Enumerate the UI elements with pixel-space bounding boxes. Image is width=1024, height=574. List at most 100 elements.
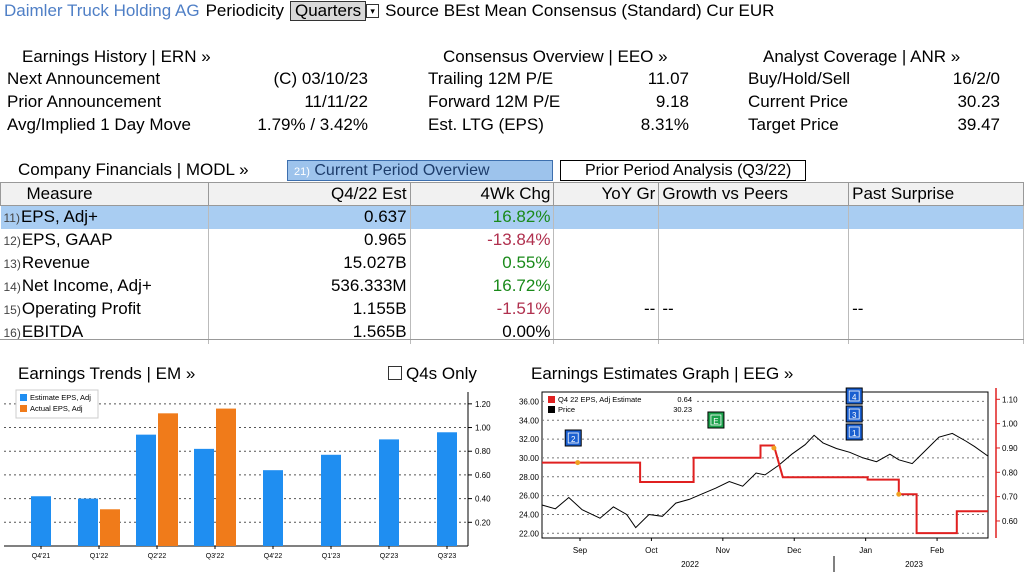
event-marker[interactable]: 3 <box>845 405 863 423</box>
event-marker[interactable]: 1 <box>845 423 863 441</box>
earnings-trends-chart: 0.20 0.40 0.60 0.80 1.00 1.20 Q4'21 Q1'22 Q2'22 Q… <box>4 389 491 560</box>
tab-prior-period[interactable]: Prior Period Analysis (Q3/22) <box>560 160 806 181</box>
column-header-yoy[interactable]: YoY Gr <box>553 182 660 206</box>
surprise-cell <box>848 251 1024 275</box>
measure-cell: EPS, GAAP <box>21 230 113 249</box>
chart-legend: Estimate EPS, Adj Actual EPS, Adj <box>15 389 99 419</box>
left-tick-label: 22.00 <box>519 529 540 538</box>
legend-swatch <box>548 396 555 403</box>
left-tick-label: 30.00 <box>519 454 540 463</box>
event-marker[interactable]: 4 <box>845 387 863 405</box>
financials-table: Measure Q4/22 Est 4Wk Chg YoY Gr Growth … <box>0 182 1024 344</box>
column-header-peers[interactable]: Growth vs Peers <box>658 182 850 206</box>
periodicity-label: Periodicity <box>205 1 284 20</box>
legend-value: 30.23 <box>673 405 692 414</box>
bar-estimate <box>31 496 51 546</box>
earnings-trends-title[interactable]: Earnings Trends | EM » <box>18 364 196 383</box>
column-header-est[interactable]: Q4/22 Est <box>207 182 411 206</box>
header-bar: Daimler Truck Holding AG Periodicity Qua… <box>4 0 774 22</box>
event-marker-label: 4 <box>852 393 857 402</box>
yoy-cell: -- <box>553 297 660 321</box>
legend-label: Actual EPS, Adj <box>30 404 83 413</box>
measure-cell: EBITDA <box>21 322 84 341</box>
event-marker-box <box>845 387 863 405</box>
column-header-surprise[interactable]: Past Surprise <box>848 182 1024 206</box>
company-name-link[interactable]: Daimler Truck Holding AG <box>4 1 200 20</box>
analyst-coverage-title[interactable]: Analyst Coverage | ANR » <box>763 47 961 66</box>
event-marker[interactable]: 2 <box>564 429 582 447</box>
analyst-row: Target Price 39.47 <box>748 115 1000 134</box>
earnings-estimates-chart: 22.00 24.00 26.00 28.00 30.00 32.00 34.00 36.00… <box>519 387 1018 572</box>
measure-cell: Net Income, Adj+ <box>21 276 152 295</box>
column-header-measure[interactable]: Measure <box>23 182 209 206</box>
chg-cell: 16.82% <box>409 205 555 229</box>
measure-cell: Operating Profit <box>21 299 141 318</box>
earnings-estimates-title[interactable]: Earnings Estimates Graph | EEG » <box>531 364 794 383</box>
x-tick-label: Jan <box>859 546 872 555</box>
earnings-history-row: Prior Announcement 11/11/22 <box>7 92 368 111</box>
periodicity-dropdown[interactable]: Quarters <box>290 1 367 21</box>
x-tick-label: Q3'23 <box>438 553 457 560</box>
tab-current-period[interactable]: 21) Current Period Overview (Q4/22) <box>287 160 553 200</box>
table-row[interactable]: 11)EPS, Adj+ 0.637 16.82% <box>0 205 1024 229</box>
table-row[interactable]: 12)EPS, GAAP 0.965 -13.84% <box>0 228 1024 252</box>
peers-cell: -- <box>658 297 850 321</box>
yoy-cell <box>553 274 660 298</box>
table-row[interactable]: 16)EBITDA 1.565B 0.00% <box>0 320 1024 344</box>
q4s-only-checkbox[interactable]: Q4s Only <box>388 364 477 384</box>
chg-cell: -1.51% <box>409 297 555 321</box>
table-row[interactable]: 15)Operating Profit 1.155B -1.51% -- -- … <box>0 297 1024 321</box>
legend-box <box>545 393 697 417</box>
bar-actual <box>158 413 178 546</box>
surprise-cell <box>848 205 1024 229</box>
chg-cell: 0.00% <box>409 320 555 344</box>
analyst-row: Current Price 30.23 <box>748 92 1000 111</box>
legend-label: Price <box>558 405 575 414</box>
x-tick-label: Q2'23 <box>380 553 399 560</box>
right-tick-label: 0.60 <box>1002 517 1018 526</box>
y-tick-label: 1.20 <box>475 400 491 409</box>
event-marker-box <box>845 405 863 423</box>
consensus-row: Est. LTG (EPS) 8.31% <box>428 115 689 134</box>
est-cell: 0.637 <box>207 205 411 229</box>
x-tick-label: Q1'22 <box>90 553 109 560</box>
tab-number: 21) <box>294 166 310 178</box>
event-marker-box <box>845 423 863 441</box>
column-header-chg[interactable]: 4Wk Chg <box>409 182 555 206</box>
table-row[interactable]: 14)Net Income, Adj+ 536.333M 16.72% <box>0 274 1024 298</box>
event-marker-label: 3 <box>852 411 857 420</box>
est-cell: 0.965 <box>207 228 411 252</box>
est-cell: 1.565B <box>207 320 411 344</box>
event-marker-inner <box>848 426 860 438</box>
x-tick-label: Q2'22 <box>148 553 167 560</box>
left-tick-label: 36.00 <box>519 397 540 406</box>
surprise-cell <box>848 228 1024 252</box>
est-cell: 1.155B <box>207 297 411 321</box>
revision-dot <box>575 460 581 466</box>
right-tick-label: 1.10 <box>1002 395 1018 404</box>
left-tick-label: 26.00 <box>519 492 540 501</box>
right-tick-label: 0.90 <box>1002 444 1018 453</box>
peers-cell <box>658 320 850 344</box>
bar-actual <box>100 509 120 546</box>
event-marker[interactable]: E <box>707 411 725 429</box>
table-row[interactable]: 13)Revenue 15.027B 0.55% <box>0 251 1024 275</box>
chg-cell: 16.72% <box>409 274 555 298</box>
bar-estimate <box>379 439 399 546</box>
yoy-cell <box>553 251 660 275</box>
measure-cell: EPS, Adj+ <box>20 207 98 227</box>
event-marker-inner <box>567 432 579 444</box>
earnings-history-row: Next Announcement (C) 03/10/23 <box>7 69 368 88</box>
chevron-down-icon[interactable]: ▾ <box>366 4 380 18</box>
company-financials-title[interactable]: Company Financials | MODL » <box>18 160 249 179</box>
q4s-only-label: Q4s Only <box>406 364 477 383</box>
y-tick-label: 0.60 <box>475 471 491 480</box>
surprise-cell: -- <box>848 297 1024 321</box>
left-tick-label: 24.00 <box>519 510 540 519</box>
event-marker-box <box>564 429 582 447</box>
right-tick-label: 0.70 <box>1002 493 1018 502</box>
checkbox-icon[interactable] <box>388 366 402 380</box>
consensus-overview-title[interactable]: Consensus Overview | EEO » <box>443 47 668 66</box>
earnings-history-title[interactable]: Earnings History | ERN » <box>22 47 211 66</box>
table-bottom-divider <box>0 339 1024 340</box>
